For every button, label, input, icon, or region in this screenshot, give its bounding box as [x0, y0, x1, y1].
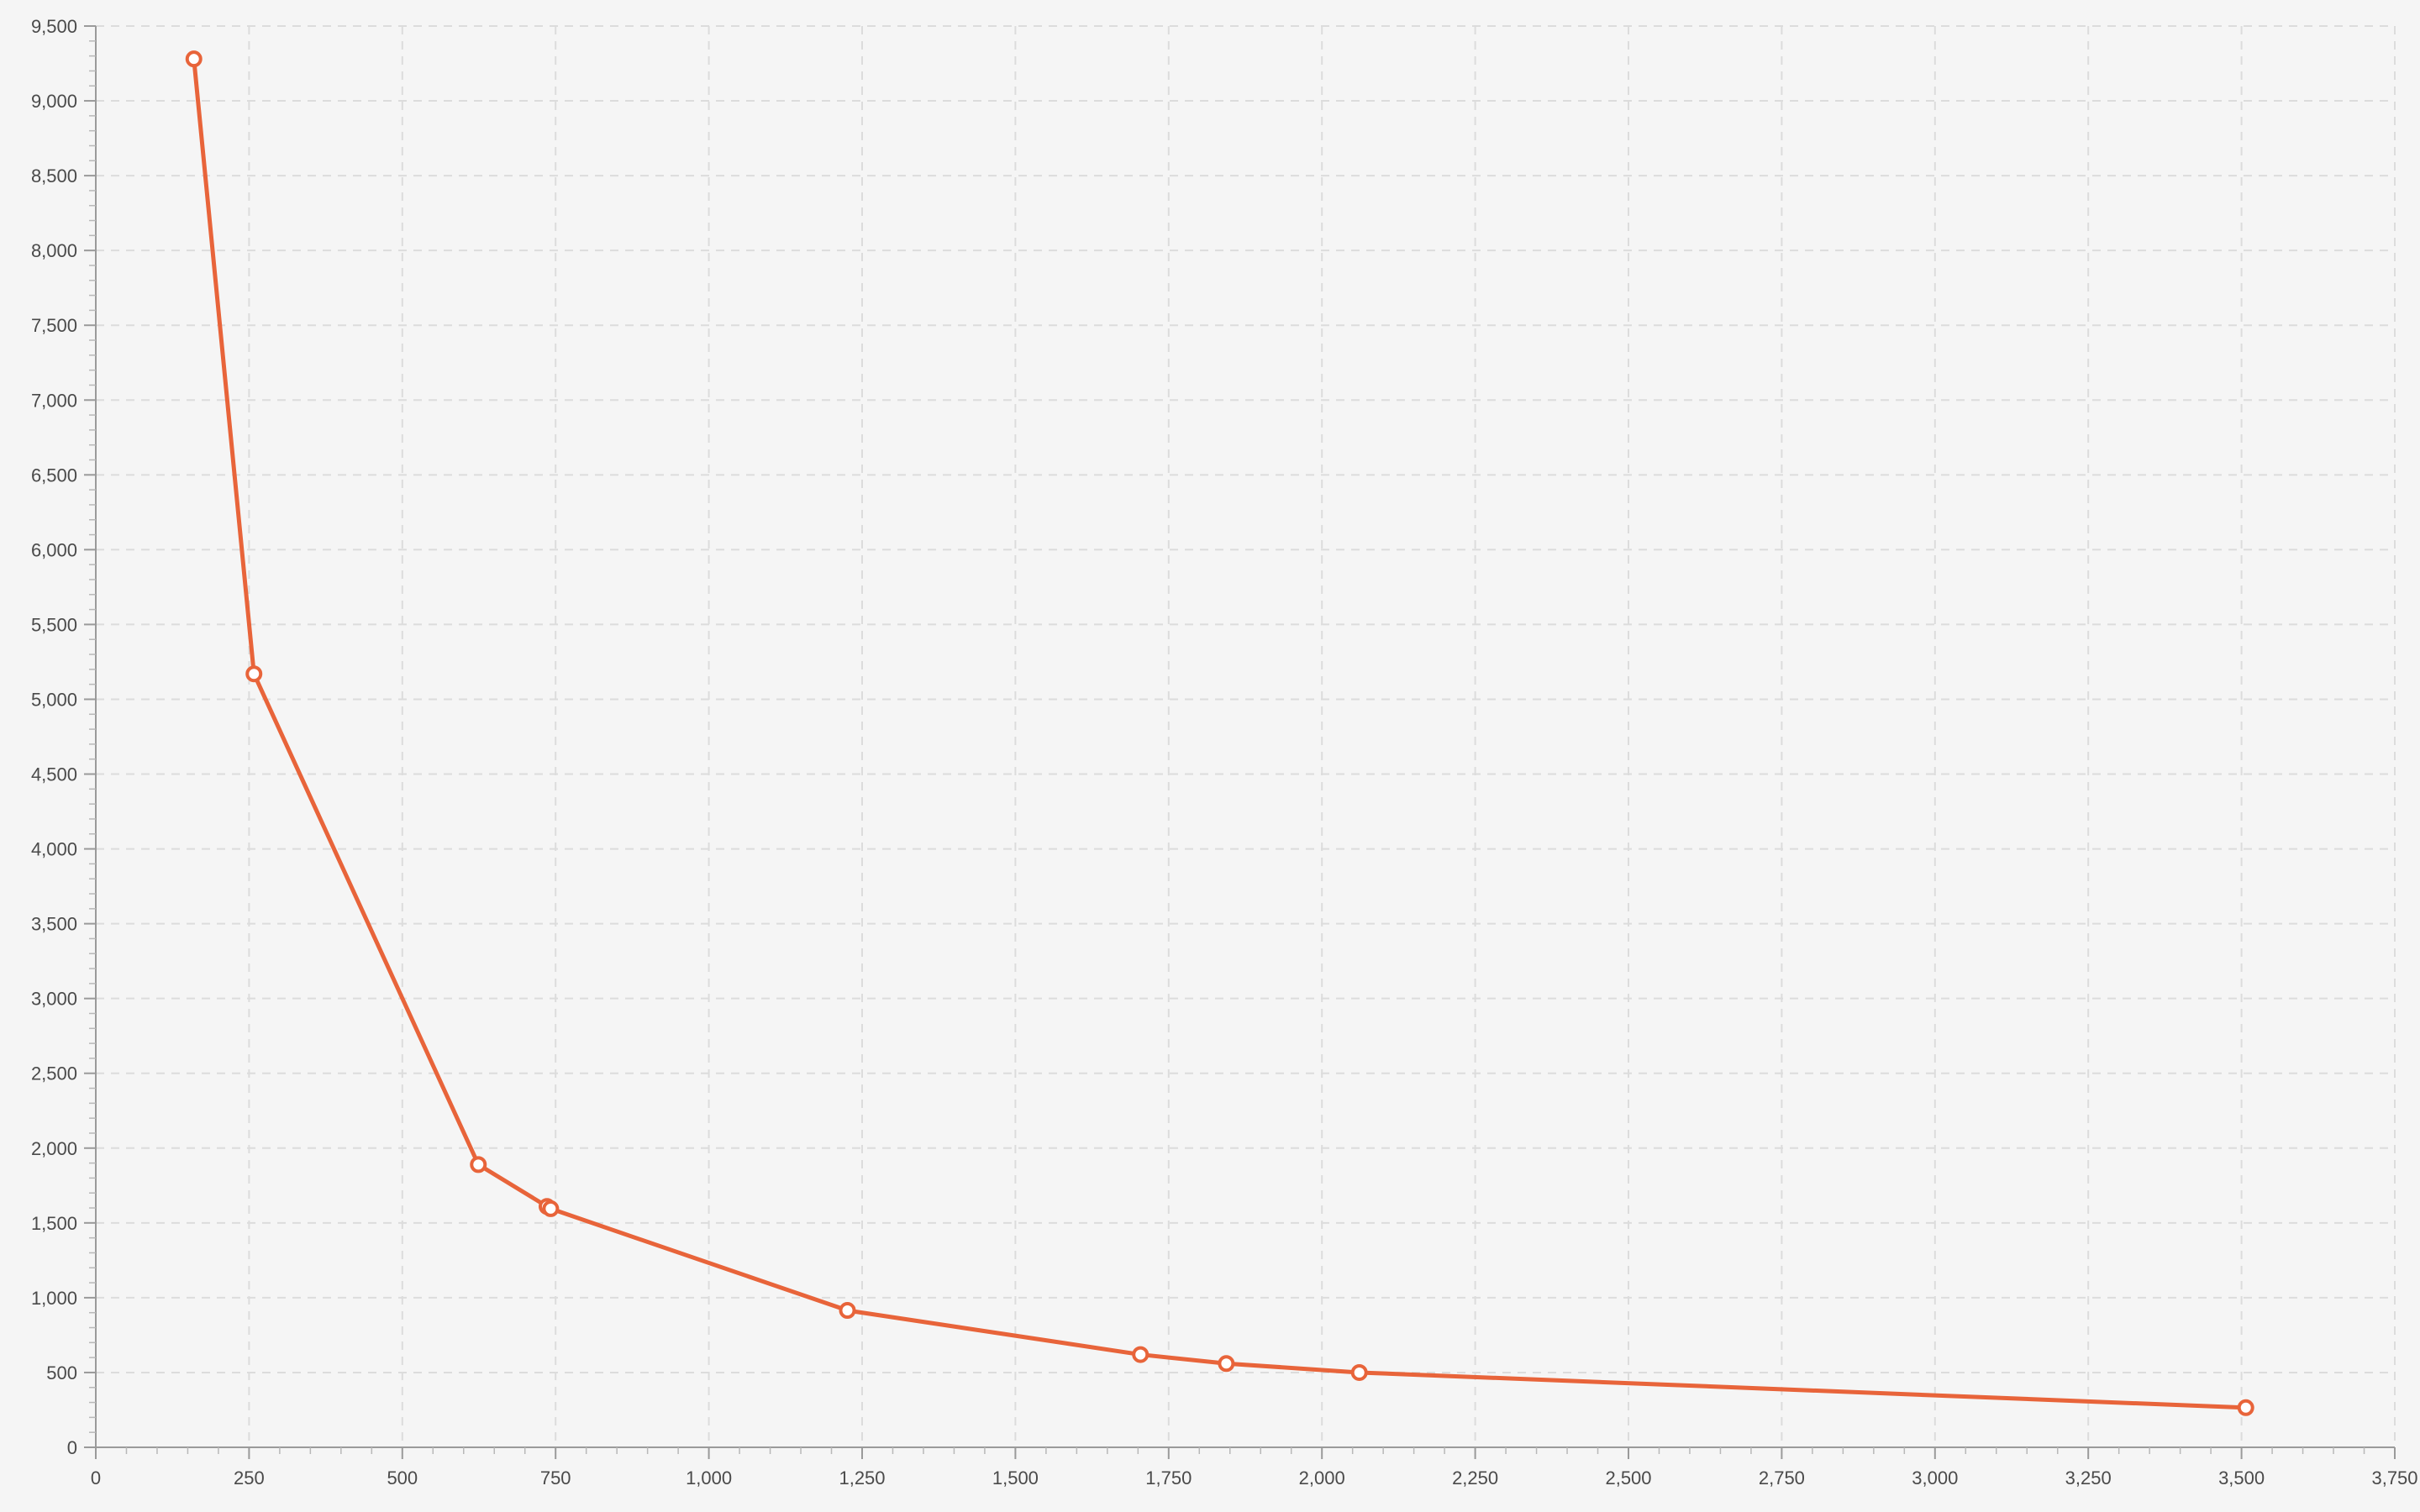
- x-tick-label: 2,500: [1605, 1467, 1651, 1488]
- x-tick-label: 2,000: [1299, 1467, 1345, 1488]
- data-point[interactable]: [245, 665, 263, 683]
- x-tick-label: 3,500: [2218, 1467, 2265, 1488]
- x-tick-label: 500: [387, 1467, 418, 1488]
- y-tick-label: 2,500: [31, 1063, 77, 1084]
- x-tick-label: 750: [540, 1467, 571, 1488]
- x-tick-label: 3,000: [1912, 1467, 1958, 1488]
- data-point[interactable]: [470, 1156, 487, 1173]
- y-tick-label: 8,000: [31, 240, 77, 261]
- x-tick-label: 1,750: [1145, 1467, 1192, 1488]
- data-point[interactable]: [185, 50, 203, 68]
- data-point[interactable]: [1350, 1363, 1368, 1381]
- y-tick-label: 2,000: [31, 1138, 77, 1159]
- x-tick-label: 1,500: [992, 1467, 1039, 1488]
- chart-grid: [96, 25, 2396, 1447]
- y-tick-label: 1,000: [31, 1288, 77, 1309]
- x-tick-label: 1,000: [686, 1467, 732, 1488]
- y-tick-label: 9,500: [31, 16, 77, 37]
- data-point[interactable]: [2237, 1399, 2254, 1416]
- x-tick-label: 2,250: [1452, 1467, 1498, 1488]
- y-tick-label: 5,000: [31, 689, 77, 710]
- chart-series: [185, 50, 2254, 1416]
- y-tick-label: 1,500: [31, 1213, 77, 1234]
- y-tick-label: 4,500: [31, 764, 77, 785]
- y-tick-label: 3,000: [31, 989, 77, 1010]
- data-point[interactable]: [839, 1302, 856, 1320]
- x-tick-label: 0: [91, 1467, 101, 1488]
- data-point[interactable]: [1218, 1355, 1235, 1373]
- x-tick-label: 3,750: [2371, 1467, 2417, 1488]
- y-tick-label: 7,000: [31, 390, 77, 411]
- y-tick-label: 8,500: [31, 165, 77, 186]
- y-tick-label: 6,500: [31, 465, 77, 486]
- y-tick-label: 500: [46, 1362, 77, 1383]
- x-tick-label: 1,250: [839, 1467, 885, 1488]
- y-tick-label: 9,000: [31, 91, 77, 112]
- data-point[interactable]: [1132, 1346, 1150, 1363]
- x-tick-label: 2,750: [1759, 1467, 1805, 1488]
- series-line: [192, 56, 2249, 1410]
- chart-axes: [84, 25, 2396, 1459]
- y-tick-label: 5,500: [31, 614, 77, 635]
- chart-tick-labels: 0 250 500 750 1,000 1,250 1,500 1,750 2,000 2,250…: [31, 16, 2418, 1488]
- y-tick-label: 3,500: [31, 914, 77, 935]
- x-tick-label: 3,250: [2065, 1467, 2112, 1488]
- y-tick-label: 6,000: [31, 539, 77, 560]
- y-tick-label: 7,500: [31, 315, 77, 336]
- data-point[interactable]: [542, 1200, 560, 1217]
- x-tick-label: 250: [234, 1467, 265, 1488]
- y-tick-label: 4,000: [31, 839, 77, 860]
- y-tick-label: 0: [67, 1437, 77, 1458]
